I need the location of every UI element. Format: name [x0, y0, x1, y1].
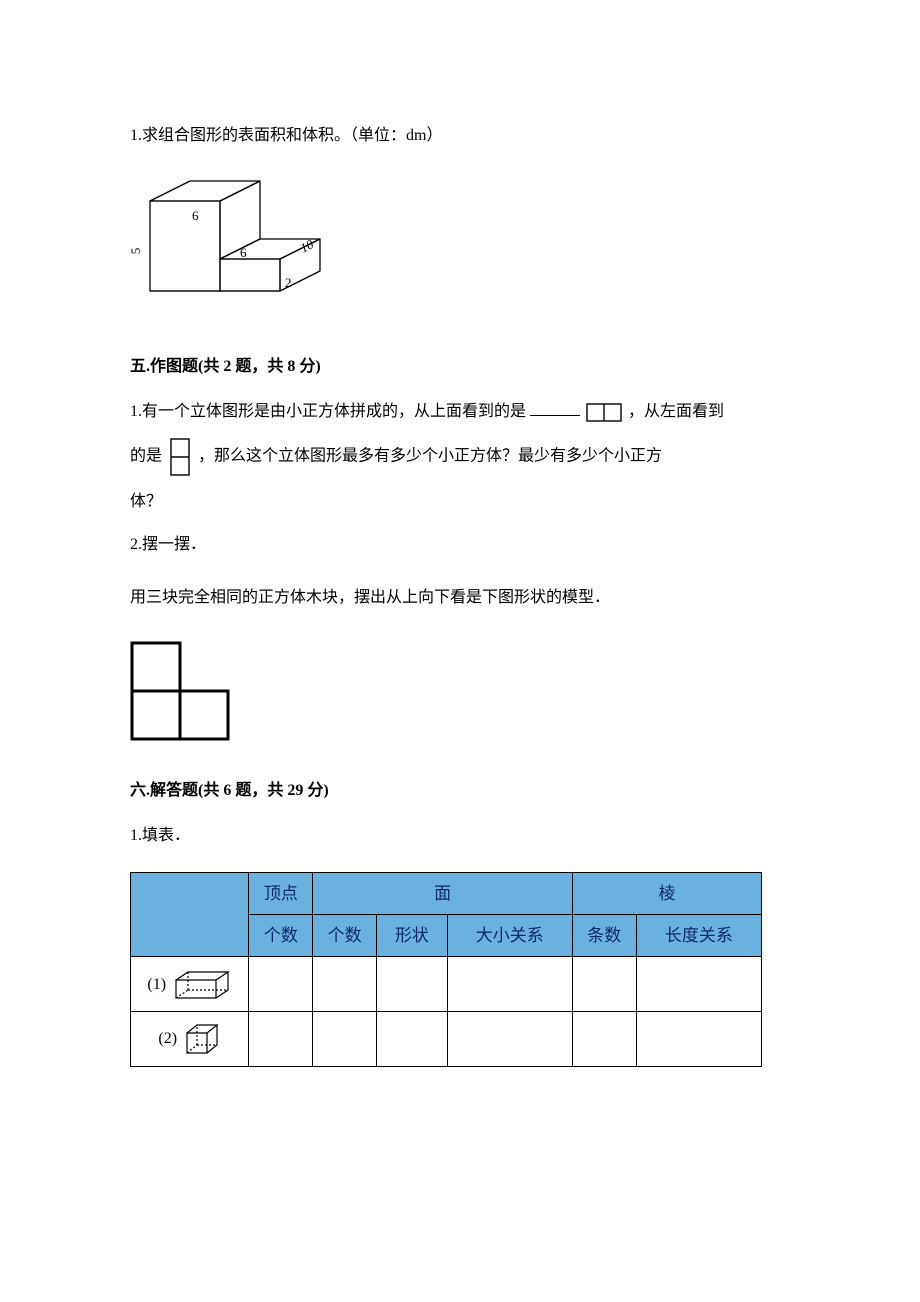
- section5-q1-line2: 的是 ，那么这个立体图形最多有多少个小正方体？最少有多少个小正方: [130, 438, 790, 476]
- section6-q1: 1.填表．: [130, 818, 790, 853]
- label-step-6: 6: [240, 245, 247, 260]
- section5-q1-line3: 体？: [130, 484, 790, 519]
- th-e-len: 长度关系: [636, 914, 761, 956]
- row1-prefix: (1): [147, 976, 166, 993]
- blank-underline: [530, 398, 580, 417]
- top-view-1x2-icon: [586, 403, 622, 422]
- row1-label: (1): [131, 957, 249, 1012]
- s5q1-part-d: ，那么这个立体图形最多有多少个小正方体？最少有多少个小正方: [198, 447, 662, 464]
- section5-q2a: 2.摆一摆．: [130, 527, 790, 562]
- th-blank: [131, 872, 249, 957]
- section5-title: 五.作图题(共 2 题，共 8 分): [130, 349, 790, 384]
- geometry-table: 顶点 面 棱 个数 个数 形状 大小关系 条数 长度关系 (1): [130, 872, 762, 1068]
- label-top-6: 6: [192, 208, 199, 223]
- row2-prefix: (2): [158, 1030, 177, 1047]
- composite-solid-figure: 5 6 6 2 10: [130, 171, 350, 321]
- th-vertex: 顶点: [249, 872, 313, 914]
- r2c4[interactable]: [447, 1012, 572, 1067]
- left-view-2x1-icon: [170, 438, 190, 476]
- table-row: (2): [131, 1012, 762, 1067]
- th-f-shape: 形状: [377, 914, 448, 956]
- section5-q2b: 用三块完全相同的正方体木块，摆出从上向下看是下图形状的模型．: [130, 580, 790, 615]
- r2c1[interactable]: [249, 1012, 313, 1067]
- th-edge: 棱: [572, 872, 761, 914]
- label-left-5: 5: [130, 248, 143, 255]
- q1-text: 1.求组合图形的表面积和体积。（单位：dm）: [130, 118, 790, 153]
- r1c5[interactable]: [572, 957, 636, 1012]
- row2-label: (2): [131, 1012, 249, 1067]
- r1c3[interactable]: [377, 957, 448, 1012]
- r1c4[interactable]: [447, 957, 572, 1012]
- table-header-row1: 顶点 面 棱: [131, 872, 762, 914]
- th-f-size: 大小关系: [447, 914, 572, 956]
- label-step-2: 2: [285, 275, 292, 290]
- r2c2[interactable]: [313, 1012, 377, 1067]
- th-v-count: 个数: [249, 914, 313, 956]
- r1c1[interactable]: [249, 957, 313, 1012]
- r2c6[interactable]: [636, 1012, 761, 1067]
- table-row: (1): [131, 957, 762, 1012]
- r1c2[interactable]: [313, 957, 377, 1012]
- s5q1-part-a: 1.有一个立体图形是由小正方体拼成的，从上面看到的是: [130, 403, 526, 420]
- l-tromino-figure: [130, 641, 790, 745]
- s5q1-part-b: ，从左面看到: [628, 403, 724, 420]
- cuboid-icon: [170, 968, 232, 1002]
- s5q1-part-c: 的是: [130, 447, 162, 464]
- section6-title: 六.解答题(共 6 题，共 29 分): [130, 773, 790, 808]
- th-f-count: 个数: [313, 914, 377, 956]
- cube-icon: [181, 1021, 221, 1057]
- r2c3[interactable]: [377, 1012, 448, 1067]
- th-face: 面: [313, 872, 573, 914]
- r1c6[interactable]: [636, 957, 761, 1012]
- document-page: 1.求组合图形的表面积和体积。（单位：dm） 5 6: [0, 0, 920, 1147]
- section5-q1-line1: 1.有一个立体图形是由小正方体拼成的，从上面看到的是 ，从左面看到: [130, 394, 790, 429]
- r2c5[interactable]: [572, 1012, 636, 1067]
- th-e-count: 条数: [572, 914, 636, 956]
